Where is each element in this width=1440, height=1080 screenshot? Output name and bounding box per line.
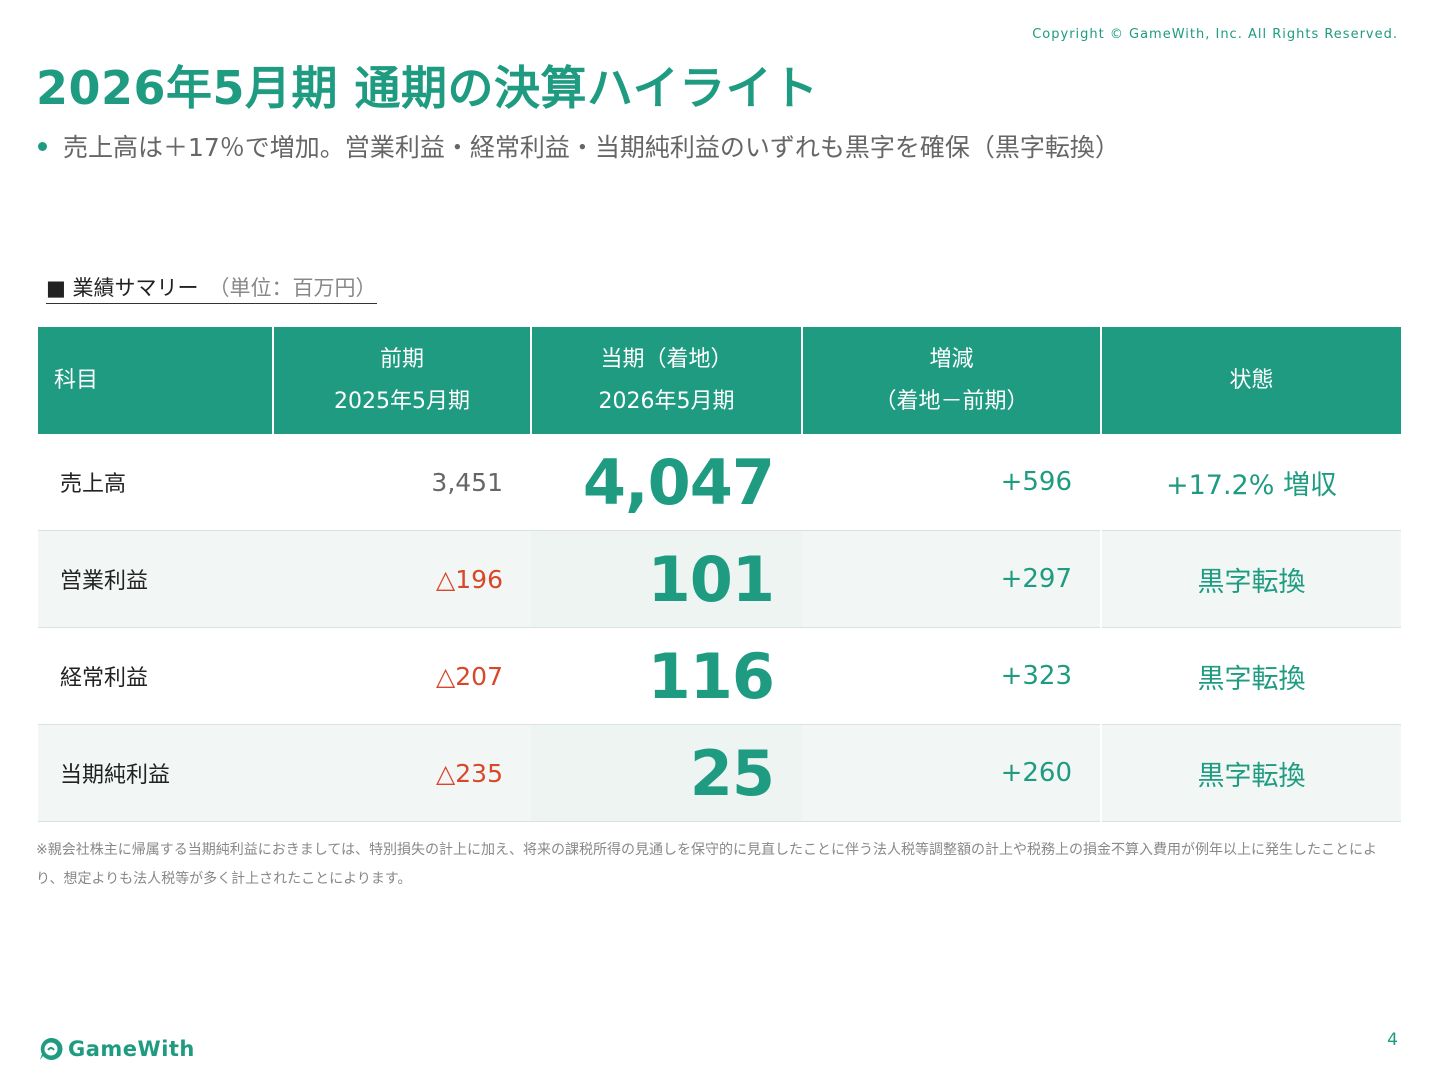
header-diff: 増減 （着地－前期） — [802, 327, 1102, 434]
table-row: 営業利益 △196 101 +297 黒字転換 — [38, 530, 1401, 628]
footnote: ※親会社株主に帰属する当期純利益におきましては、特別損失の計上に加え、将来の課税… — [36, 842, 1378, 887]
highlight-bullet-text: 売上高は＋17％で増加。営業利益・経常利益・当期純利益のいずれも黒字を確保（黒字… — [63, 133, 1120, 162]
row-diff-value: +260 — [802, 724, 1101, 822]
row-diff-value: +596 — [802, 434, 1101, 531]
row-diff-value: +323 — [802, 627, 1101, 725]
row-diff-value: +297 — [802, 530, 1101, 628]
row-item: 当期純利益 — [38, 724, 273, 822]
row-current-value: 116 — [531, 627, 802, 725]
page-number: 4 — [1387, 1030, 1398, 1050]
row-prev-value: 3,451 — [273, 434, 531, 531]
summary-unit-label: （単位：百万円） — [208, 276, 377, 300]
gamewith-logo: GameWith — [38, 1036, 195, 1062]
table-row: 経常利益 △207 116 +323 黒字転換 — [38, 627, 1401, 725]
row-prev-value: △196 — [273, 530, 531, 628]
row-prev-value: △207 — [273, 627, 531, 725]
page-title: 2026年5月期 通期の決算ハイライト — [36, 61, 819, 115]
table-header-row: 科目 前期 2025年5月期 当期（着地） 2026年5月期 増減 （着地－前期） 状… — [38, 327, 1401, 434]
row-item: 売上高 — [38, 434, 273, 531]
row-status: 黒字転換 — [1100, 724, 1401, 822]
row-status: +17.2% 増収 — [1100, 434, 1401, 531]
highlight-bullet: 売上高は＋17％で増加。営業利益・経常利益・当期純利益のいずれも黒字を確保（黒字… — [38, 128, 1120, 164]
logo-text: GameWith — [68, 1037, 195, 1061]
table-row: 売上高 3,451 4,047 +596 +17.2% 増収 — [38, 434, 1401, 531]
row-current-value: 25 — [531, 724, 802, 822]
header-status: 状態 — [1101, 327, 1401, 434]
row-current-value: 4,047 — [531, 434, 802, 531]
row-current-value: 101 — [531, 530, 802, 628]
summary-heading: ■ 業績サマリー （単位：百万円） — [46, 272, 377, 304]
summary-heading-label: ■ 業績サマリー — [46, 276, 199, 300]
row-item: 営業利益 — [38, 530, 273, 628]
copyright-text: Copyright © GameWith, Inc. All Rights Re… — [1032, 27, 1398, 42]
row-item: 経常利益 — [38, 627, 273, 725]
table-row: 当期純利益 △235 25 +260 黒字転換 — [38, 724, 1401, 822]
row-status: 黒字転換 — [1100, 627, 1401, 725]
bullet-dot-icon — [38, 141, 47, 151]
row-prev-value: △235 — [273, 724, 531, 822]
header-current: 当期（着地） 2026年5月期 — [531, 327, 803, 434]
header-prev: 前期 2025年5月期 — [273, 327, 532, 434]
results-summary-table: 科目 前期 2025年5月期 当期（着地） 2026年5月期 増減 （着地－前期） 状… — [38, 327, 1401, 822]
header-item: 科目 — [38, 327, 274, 434]
gamewith-logo-icon — [40, 1037, 63, 1060]
row-status: 黒字転換 — [1100, 530, 1401, 628]
